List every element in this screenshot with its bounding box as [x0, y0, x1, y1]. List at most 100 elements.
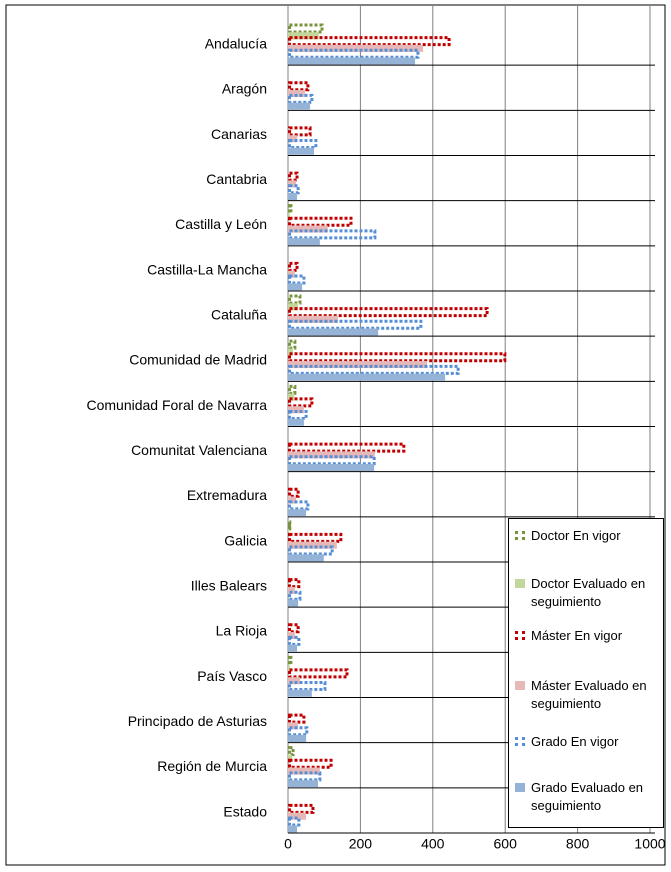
legend-swatch — [515, 631, 525, 640]
bar — [288, 328, 379, 336]
bar — [288, 635, 301, 646]
bar — [288, 500, 310, 511]
bar — [288, 780, 319, 788]
bar — [288, 816, 301, 827]
legend-item: Máster Evaluado en seguimiento — [513, 677, 663, 713]
legend-label: Máster Evaluado en seguimiento — [531, 678, 647, 711]
y-tick-label: Estado — [223, 803, 267, 819]
y-tick-label: Cantabria — [206, 171, 267, 187]
legend-item: Máster En vigor — [513, 627, 663, 645]
y-tick-label: Comunidad Foral de Navarra — [86, 397, 267, 413]
bar — [288, 139, 318, 150]
bar — [288, 81, 310, 92]
bar — [288, 283, 303, 291]
y-tick-label: Comunitat Valenciana — [131, 442, 267, 458]
bar — [288, 307, 489, 318]
bar — [288, 825, 298, 833]
x-tick-label: 1000 — [634, 836, 665, 852]
bar — [288, 509, 307, 517]
bar — [288, 418, 304, 426]
y-tick-label: Cataluña — [211, 307, 267, 323]
bar — [288, 655, 293, 666]
bar — [288, 23, 324, 34]
bar — [288, 225, 328, 233]
y-tick-label: Región de Murcia — [157, 758, 267, 774]
bar — [288, 216, 353, 227]
legend-item: Grado En vigor — [513, 733, 663, 751]
bar — [288, 384, 297, 395]
bar — [288, 238, 320, 246]
bar — [288, 590, 302, 601]
legend-label: Grado Evaluado en seguimiento — [531, 780, 644, 813]
legend-item: Doctor En vigor — [513, 527, 663, 545]
bar — [288, 270, 295, 278]
y-tick-label: Galicia — [224, 532, 267, 548]
bar — [288, 261, 299, 272]
bar — [288, 212, 290, 220]
bar — [288, 632, 295, 640]
y-tick-label: La Rioja — [216, 623, 268, 639]
bar — [288, 451, 375, 459]
bar — [288, 754, 292, 762]
legend-label: Doctor Evaluado en seguimiento — [531, 576, 646, 609]
bar — [288, 812, 307, 820]
legend-swatch — [515, 579, 525, 588]
bar — [288, 668, 349, 679]
y-tick-label: Aragón — [222, 81, 267, 97]
bar — [288, 677, 300, 685]
bar — [288, 689, 312, 697]
bar — [288, 204, 293, 215]
bar — [288, 487, 300, 498]
bar — [288, 319, 423, 330]
x-tick-label: 0 — [284, 836, 292, 852]
bar — [288, 532, 343, 543]
bar — [288, 339, 297, 350]
legend-item: Doctor Evaluado en seguimiento — [513, 575, 663, 611]
x-tick-label: 200 — [349, 836, 373, 852]
bar — [288, 147, 315, 155]
y-tick-label: Castilla-La Mancha — [147, 261, 267, 277]
bar — [288, 554, 324, 562]
bar — [288, 361, 428, 369]
bar — [288, 126, 312, 137]
bar — [288, 586, 295, 594]
y-tick-label: País Vasco — [197, 668, 267, 684]
bar — [288, 229, 377, 240]
bar — [288, 442, 406, 453]
bar — [288, 735, 307, 742]
bar — [288, 184, 300, 195]
y-tick-label: Illes Balears — [191, 578, 267, 594]
bar — [288, 496, 296, 504]
bar — [288, 373, 446, 381]
bar — [288, 767, 320, 775]
bar — [288, 541, 337, 549]
x-tick-label: 600 — [494, 836, 518, 852]
y-tick-label: Canarias — [211, 126, 267, 142]
bar — [288, 44, 424, 52]
y-tick-label: Andalucía — [205, 36, 267, 52]
legend-label: Máster En vigor — [531, 628, 623, 643]
bar — [288, 348, 294, 356]
bar — [288, 352, 507, 363]
bar — [288, 397, 314, 408]
bar — [288, 771, 322, 782]
bar — [288, 93, 314, 104]
frame — [5, 4, 666, 866]
bar — [288, 599, 299, 607]
bar — [288, 171, 299, 182]
bar — [288, 722, 299, 730]
legend-swatch — [515, 737, 525, 746]
bar — [288, 294, 302, 305]
bar — [288, 410, 308, 421]
bar — [288, 135, 298, 143]
bar — [288, 681, 327, 692]
legend-label: Doctor En vigor — [531, 528, 621, 543]
bar — [288, 623, 300, 634]
bar — [288, 180, 296, 188]
y-tick-label: Comunidad de Madrid — [129, 352, 267, 368]
bar — [288, 529, 290, 537]
legend-item: Grado Evaluado en seguimiento — [513, 779, 663, 815]
legend-swatch — [515, 531, 525, 540]
bar — [288, 102, 311, 110]
bar — [288, 464, 375, 471]
